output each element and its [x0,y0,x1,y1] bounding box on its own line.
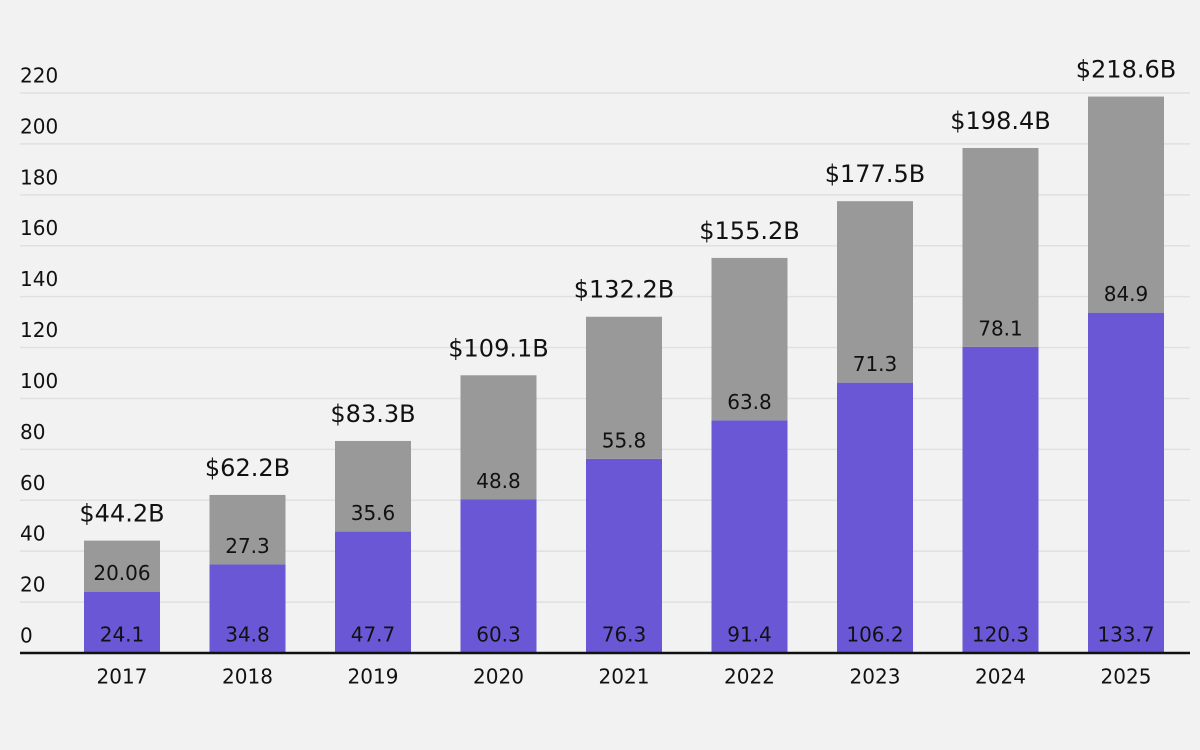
y-tick-label: 0 [20,624,33,648]
value-label: 48.8 [476,469,521,493]
bar-segment [962,147,1039,347]
bar-segment [1088,96,1164,313]
y-tick-label: 40 [20,522,45,546]
x-tick-label: 2019 [348,665,399,689]
bar-segment [586,316,662,459]
bar-segment [335,440,411,532]
value-label: 76.3 [602,623,647,647]
x-tick-label: 2023 [850,665,901,689]
x-tick-label: 2018 [222,665,273,689]
x-tick-label: 2017 [97,665,148,689]
bar-segment [84,540,160,592]
value-label: 84.9 [1104,282,1149,306]
y-tick-label: 120 [20,318,58,342]
value-label: 91.4 [727,623,772,647]
value-label: 27.3 [225,534,270,558]
value-label: 60.3 [476,623,521,647]
bar-segment [711,420,788,653]
total-label: $62.2B [205,454,290,482]
y-tick-label: 220 [20,64,58,88]
bar-segment [209,564,286,653]
value-label: 55.8 [602,428,647,452]
value-label: 120.3 [972,623,1029,647]
bar-segment [460,375,537,500]
total-label: $109.1B [448,334,548,362]
total-label: $218.6B [1076,56,1176,84]
x-tick-label: 2022 [724,665,775,689]
bar-segment [84,591,160,653]
x-tick-label: 2024 [975,665,1026,689]
bar-segment [837,201,913,383]
bar-segment [837,382,913,653]
bar-segment [335,531,411,653]
total-label: $155.2B [699,217,799,245]
value-label: 20.06 [93,561,150,585]
total-label: $83.3B [330,400,415,428]
y-tick-label: 140 [20,267,58,291]
value-label: 34.8 [225,623,270,647]
total-label: $132.2B [574,276,674,304]
value-label: 78.1 [978,316,1023,340]
value-label: 47.7 [351,623,396,647]
x-tick-label: 2021 [599,665,650,689]
y-tick-label: 60 [20,471,45,495]
y-tick-label: 160 [20,216,58,240]
value-label: 24.1 [100,623,145,647]
total-label: $177.5B [825,160,925,188]
y-tick-label: 20 [20,573,45,597]
y-tick-label: 180 [20,165,58,189]
x-tick-label: 2020 [473,665,524,689]
value-label: 106.2 [846,623,903,647]
total-label: $44.2B [79,500,164,528]
bar-segment [460,499,537,653]
bar-segment [962,346,1039,653]
value-label: 63.8 [727,390,772,414]
y-tick-label: 200 [20,114,58,138]
total-label: $198.4B [950,107,1050,135]
bar-segment [1088,312,1164,653]
y-tick-label: 100 [20,369,58,393]
bar-segment [586,458,662,653]
y-tick-label: 80 [20,420,45,444]
value-label: 35.6 [351,501,396,525]
x-tick-label: 2025 [1101,665,1152,689]
bar-segment [711,257,788,421]
value-label: 71.3 [853,352,898,376]
bar-segment [209,494,286,565]
value-label: 133.7 [1097,623,1154,647]
